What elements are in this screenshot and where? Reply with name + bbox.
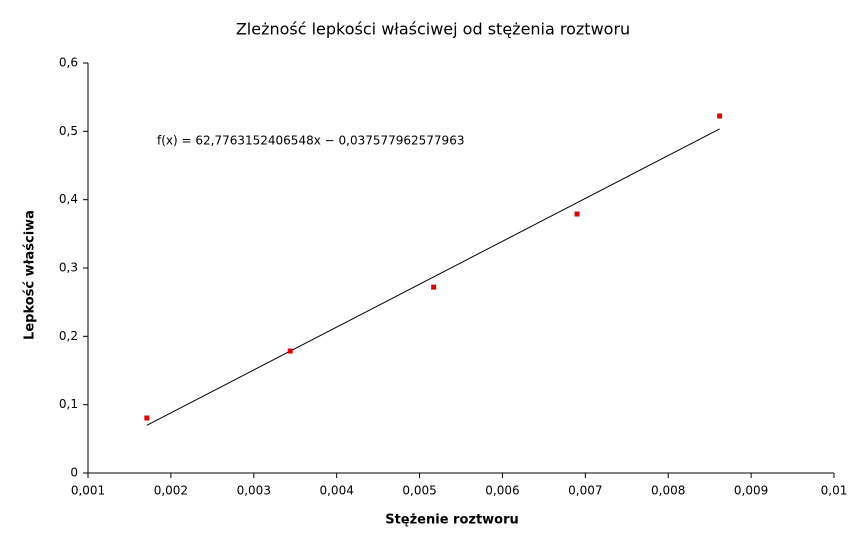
x-tick-label: 0,001 (71, 484, 105, 498)
x-tick-label: 0,002 (154, 484, 188, 498)
y-tick-label: 0 (70, 466, 78, 480)
x-tick-label: 0,007 (568, 484, 602, 498)
x-tick-label: 0,008 (651, 484, 685, 498)
data-point (287, 348, 293, 354)
x-tick-label: 0,006 (485, 484, 519, 498)
x-tick-label: 0,009 (734, 484, 768, 498)
y-tick-label: 0,5 (59, 124, 78, 138)
y-tick-label: 0,1 (59, 397, 78, 411)
y-tick-label: 0,2 (59, 329, 78, 343)
y-axis-label: Lepkość właściwa (23, 210, 38, 340)
y-tick-label: 0,4 (59, 192, 78, 206)
trendline-equation: f(x) = 62,7763152406548x − 0,03757796257… (157, 134, 464, 148)
x-axis-label: Stężenie roztworu (385, 513, 519, 528)
x-tick-label: 0,005 (402, 484, 436, 498)
chart-title: Zleżność lepkości właściwej od stężenia … (236, 20, 630, 39)
y-tick-label: 0,6 (59, 56, 78, 70)
trendline (146, 128, 720, 426)
x-tick-label: 0,003 (237, 484, 271, 498)
data-point (431, 284, 437, 290)
x-tick-label: 0,004 (319, 484, 353, 498)
data-point (574, 211, 580, 217)
x-tick-label: 0,01 (821, 484, 848, 498)
data-point (717, 113, 723, 119)
y-tick-label: 0,3 (59, 261, 78, 275)
data-point (144, 415, 150, 421)
